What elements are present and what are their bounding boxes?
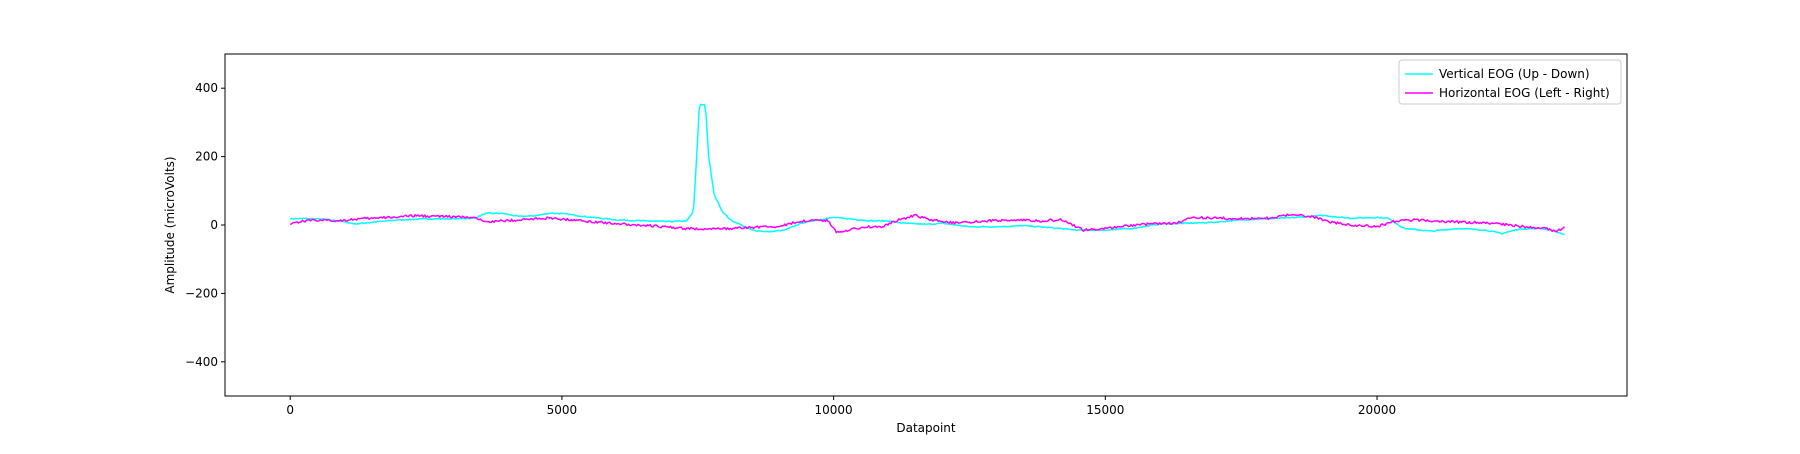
y-tick-label: −200 [185, 286, 218, 300]
x-axis-label: Datapoint [896, 421, 956, 435]
series-line [289, 103, 1565, 236]
y-tick-label: −400 [185, 355, 218, 369]
x-tick-label: 0 [286, 403, 294, 417]
y-tick-label: 200 [195, 150, 218, 164]
y-tick-label: 400 [195, 81, 218, 95]
legend-label: Vertical EOG (Up - Down) [1439, 67, 1590, 81]
series-line [289, 213, 1565, 234]
legend: Vertical EOG (Up - Down) Horizontal EOG (… [1398, 59, 1622, 105]
y-axis-label: Amplitude (microVolts) [163, 156, 177, 293]
series-layer [289, 103, 1565, 236]
legend-label: Horizontal EOG (Left - Right) [1439, 86, 1610, 100]
legend-box [1398, 59, 1622, 105]
x-tick-label: 5000 [547, 403, 578, 417]
x-tick-label: 10000 [815, 403, 853, 417]
x-tick-label: 15000 [1086, 403, 1124, 417]
y-tick-label: 0 [210, 218, 218, 232]
x-tick-label: 20000 [1358, 403, 1396, 417]
y-axis: −400 −200 0 200 400 [185, 81, 225, 369]
x-axis: 0 5000 10000 15000 20000 [286, 396, 1396, 417]
